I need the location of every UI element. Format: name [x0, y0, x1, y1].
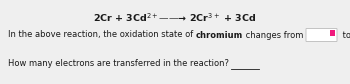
Text: How many electrons are transferred in the reaction?: How many electrons are transferred in th… — [8, 59, 229, 68]
FancyBboxPatch shape — [306, 28, 337, 41]
Text: 2Cr + 3Cd$^{2+}$——→ 2Cr$^{3+}$ + 3Cd: 2Cr + 3Cd$^{2+}$——→ 2Cr$^{3+}$ + 3Cd — [93, 11, 257, 24]
Text: changes from: changes from — [243, 30, 303, 39]
FancyBboxPatch shape — [329, 30, 335, 36]
Text: to: to — [340, 30, 350, 39]
Text: chromium: chromium — [196, 30, 243, 39]
Text: In the above reaction, the oxidation state of: In the above reaction, the oxidation sta… — [8, 30, 196, 39]
